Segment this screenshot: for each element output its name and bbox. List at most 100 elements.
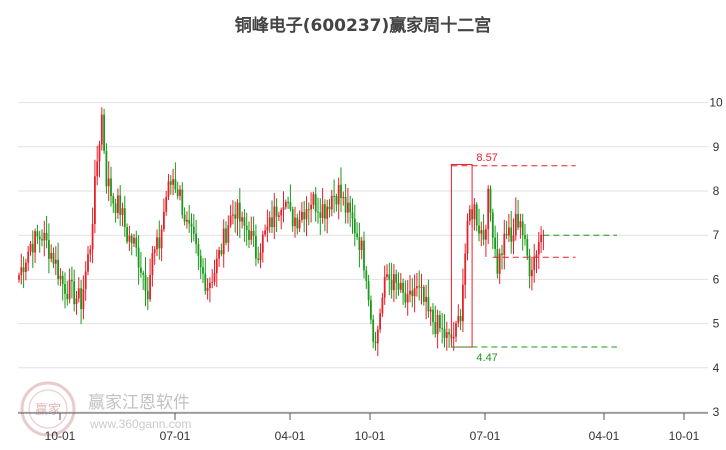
- candle-body: [462, 284, 464, 322]
- candle-body: [197, 244, 200, 256]
- level-label: 8.57: [476, 152, 497, 164]
- candle-body: [333, 195, 335, 197]
- candle-body: [319, 212, 322, 218]
- candle-body: [137, 247, 140, 268]
- candle-body: [317, 211, 319, 213]
- candle-body: [188, 219, 191, 224]
- candle-body: [491, 212, 494, 238]
- candle-body: [372, 319, 375, 342]
- candle-body: [174, 179, 177, 190]
- candle-body: [386, 274, 388, 277]
- candle-body: [351, 212, 354, 219]
- chart-title: 铜峰电子(600237)赢家周十二宫: [235, 15, 492, 36]
- watermark: 赢家 赢家江恩软件 www.360gann.com: [20, 381, 191, 437]
- candle-body: [266, 226, 269, 231]
- y-tick-label: 3: [713, 405, 720, 419]
- candle-body: [82, 289, 85, 310]
- candle-body: [349, 202, 352, 213]
- candle-body: [57, 259, 59, 279]
- candle-body: [342, 196, 345, 199]
- candle-body: [413, 288, 416, 297]
- candle-body: [54, 259, 57, 264]
- candle-body: [480, 230, 483, 234]
- candle-body: [261, 234, 264, 253]
- candle-body: [287, 201, 289, 203]
- candle-body: [379, 313, 381, 330]
- candle-body: [213, 273, 216, 282]
- candle-body: [275, 206, 278, 217]
- candle-body: [439, 315, 441, 329]
- candle-body: [498, 253, 501, 274]
- candle-body: [27, 251, 30, 263]
- candle-body: [218, 250, 220, 259]
- candle-body: [229, 215, 232, 226]
- candle-body: [330, 195, 333, 210]
- candle-body: [84, 271, 87, 290]
- y-tick-label: 6: [713, 272, 720, 286]
- candle-body: [117, 195, 119, 214]
- candle-body: [71, 279, 73, 282]
- candle-body: [535, 254, 538, 258]
- candle-body: [508, 227, 510, 236]
- candle-body: [358, 237, 361, 250]
- candle-body: [528, 255, 531, 277]
- candle-body: [448, 332, 450, 335]
- candle-body: [142, 272, 145, 275]
- candle-body: [225, 228, 227, 243]
- candle-body: [337, 184, 340, 205]
- candle-body: [252, 231, 255, 236]
- candle-body: [443, 328, 446, 339]
- candle-body: [128, 235, 131, 242]
- watermark-brand: 赢家江恩软件: [88, 393, 190, 413]
- x-tick-label: 10-01: [669, 429, 700, 443]
- candle-body: [367, 281, 370, 301]
- candle-body: [383, 276, 386, 298]
- x-tick-label: 10-01: [355, 429, 386, 443]
- candle-body: [73, 281, 76, 305]
- candle-body: [234, 214, 237, 219]
- candle-body: [38, 236, 41, 240]
- candle-body: [512, 235, 515, 242]
- candle-body: [390, 279, 393, 291]
- candle-body: [98, 144, 101, 162]
- candle-body: [457, 315, 460, 324]
- x-tick-label: 04-01: [589, 429, 620, 443]
- candle-body: [107, 178, 110, 187]
- candle-body: [425, 296, 427, 302]
- candle-body: [29, 243, 32, 252]
- x-axis: 10-01 07-01 04-01 10-01 07-01 04-01 10-01: [45, 413, 700, 443]
- candle-body: [243, 217, 246, 226]
- candle-body: [531, 269, 533, 277]
- candle-body: [61, 275, 64, 285]
- watermark-logo-inner: [28, 389, 68, 429]
- candle-body: [199, 255, 202, 268]
- candle-body: [20, 267, 23, 276]
- candle-body: [409, 290, 411, 295]
- candle-body: [236, 202, 239, 219]
- candle-body: [220, 250, 223, 255]
- y-tick-label: 8: [713, 184, 720, 198]
- candle-body: [340, 184, 342, 199]
- candle-body: [475, 204, 478, 226]
- candle-body: [181, 189, 184, 215]
- candle-body: [257, 258, 260, 261]
- candle-body: [238, 202, 241, 222]
- grid-lines: [18, 102, 708, 413]
- x-tick-label: 04-01: [275, 429, 306, 443]
- candle-body: [429, 309, 432, 312]
- candle-body: [452, 336, 455, 339]
- candle-body: [183, 214, 186, 222]
- candle-body: [418, 286, 421, 288]
- candle-body: [436, 315, 439, 334]
- x-tick-label: 10-01: [45, 429, 76, 443]
- level-lines: 8.57 4.47: [450, 152, 617, 364]
- candle-body: [222, 228, 225, 255]
- candle-body: [402, 282, 404, 293]
- candle-body: [146, 290, 149, 300]
- candle-body: [526, 238, 529, 256]
- candle-body: [105, 150, 108, 187]
- candle-body: [130, 235, 133, 244]
- candle-body: [176, 189, 179, 196]
- candle-body: [271, 217, 273, 228]
- candle-body: [411, 290, 414, 297]
